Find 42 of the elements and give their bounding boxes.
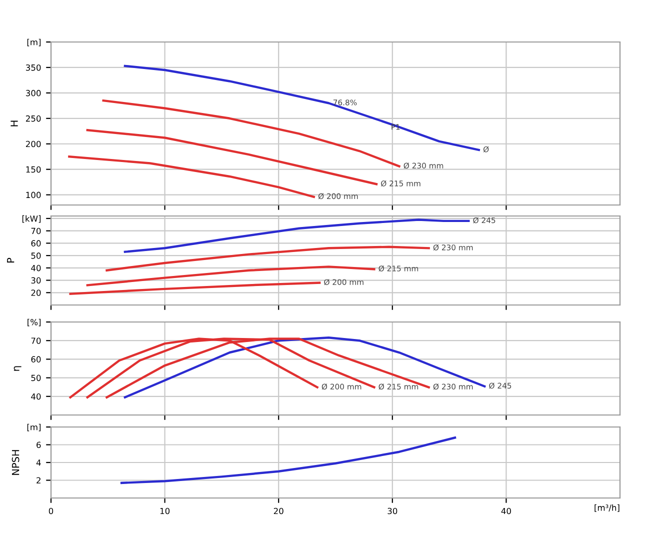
x-tick-label: 30 — [388, 508, 398, 514]
line-series — [120, 436, 456, 484]
y-tick-label: 50 — [31, 374, 41, 382]
y-tick-label: [%] — [28, 318, 41, 326]
y-tick-label: [kW] — [22, 215, 41, 223]
y-tick-label: 50 — [31, 252, 41, 259]
line-series — [69, 282, 321, 295]
y-tick-label: 60 — [31, 240, 41, 246]
y-tick-label: 40 — [31, 393, 41, 400]
y-tick-label: 200 — [26, 140, 41, 148]
x-axis-title: [m³/h] — [594, 504, 620, 512]
y-axis-title: H — [10, 120, 18, 126]
x-tick-label: 20 — [274, 508, 284, 514]
y-axis-title: P — [7, 258, 14, 262]
line-series — [86, 129, 378, 186]
y-tick-label: 70 — [31, 228, 41, 234]
y-tick-label: 70 — [31, 338, 41, 344]
y-tick-label: 300 — [26, 90, 41, 96]
y-axis-title: NPSH — [12, 450, 20, 475]
x-tick-label: 40 — [501, 508, 511, 514]
y-tick-label: 20 — [31, 290, 41, 296]
line-series — [68, 156, 315, 198]
y-tick-label: 100 — [26, 192, 41, 198]
y-tick-label: 250 — [26, 115, 41, 122]
y-tick-label: 4 — [36, 460, 41, 466]
line-series — [106, 246, 430, 272]
y-tick-label: 6 — [36, 442, 41, 448]
line-series — [124, 336, 486, 398]
y-tick-label: 350 — [26, 64, 41, 71]
y-tick-label: 40 — [31, 264, 41, 272]
x-tick-label: 0 — [48, 508, 54, 514]
y-tick-label: [m] — [27, 38, 41, 46]
y-tick-label: [m] — [27, 424, 41, 432]
y-tick-label: 60 — [31, 356, 41, 362]
y-tick-label: 150 — [26, 166, 41, 173]
y-tick-label: 2 — [36, 477, 40, 484]
line-series — [86, 266, 376, 286]
y-tick-label: 30 — [31, 277, 41, 284]
x-tick-label: 10 — [160, 508, 170, 514]
line-series — [102, 99, 400, 168]
line-series — [124, 64, 480, 152]
y-axis-title: η — [14, 366, 22, 371]
